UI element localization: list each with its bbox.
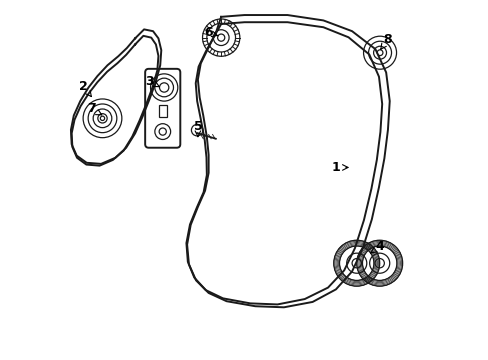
Text: 7: 7 <box>86 103 102 116</box>
Text: 2: 2 <box>80 80 91 96</box>
Text: 8: 8 <box>380 33 391 49</box>
Bar <box>159 105 166 117</box>
Text: 3: 3 <box>145 75 159 88</box>
Text: 1: 1 <box>331 161 347 174</box>
Text: 4: 4 <box>370 240 384 253</box>
Text: 5: 5 <box>193 121 202 137</box>
Text: 6: 6 <box>204 27 218 40</box>
